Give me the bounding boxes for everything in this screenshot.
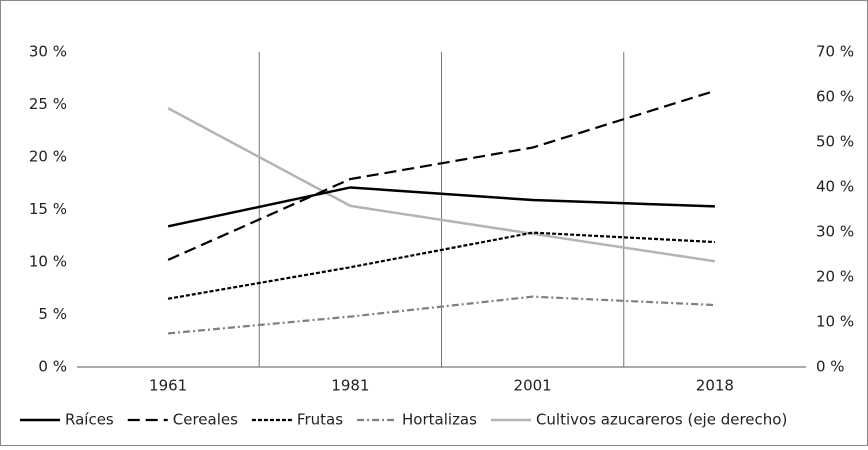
- x-tick-label: 1981: [331, 377, 369, 395]
- x-tick-label: 1961: [149, 377, 187, 395]
- series-line: [167, 231, 715, 300]
- y-tick-label: 20 %: [29, 148, 67, 166]
- x-tick-label: 2001: [514, 377, 552, 395]
- series-line: [168, 295, 715, 335]
- series-line: [167, 89, 716, 261]
- y-tick-label: 0 %: [38, 358, 67, 376]
- legend-label: Cultivos azucareros (eje derecho): [536, 411, 787, 429]
- y2-tick-label: 50 %: [816, 133, 854, 151]
- y-tick-label: 15 %: [29, 200, 67, 218]
- y2-tick-label: 30 %: [816, 223, 854, 241]
- legend-label: Frutas: [297, 411, 343, 429]
- y2-tick-label: 40 %: [816, 178, 854, 196]
- legend-label: Cereales: [173, 411, 238, 429]
- y2-tick-label: 60 %: [816, 88, 854, 106]
- y2-tick-label: 10 %: [816, 313, 854, 331]
- series-line: [167, 107, 716, 263]
- x-tick-label: 2018: [696, 377, 734, 395]
- legend-label: Hortalizas: [402, 411, 477, 429]
- series-line: [167, 186, 715, 228]
- y2-tick-label: 20 %: [816, 268, 854, 286]
- y2-tick-label: 0 %: [816, 358, 845, 376]
- y-tick-label: 5 %: [38, 305, 67, 323]
- legend-label: Raíces: [65, 411, 114, 429]
- y-tick-label: 10 %: [29, 253, 67, 271]
- y-tick-label: 30 %: [29, 43, 67, 61]
- y-tick-label: 25 %: [29, 95, 67, 113]
- y2-tick-label: 70 %: [816, 43, 854, 61]
